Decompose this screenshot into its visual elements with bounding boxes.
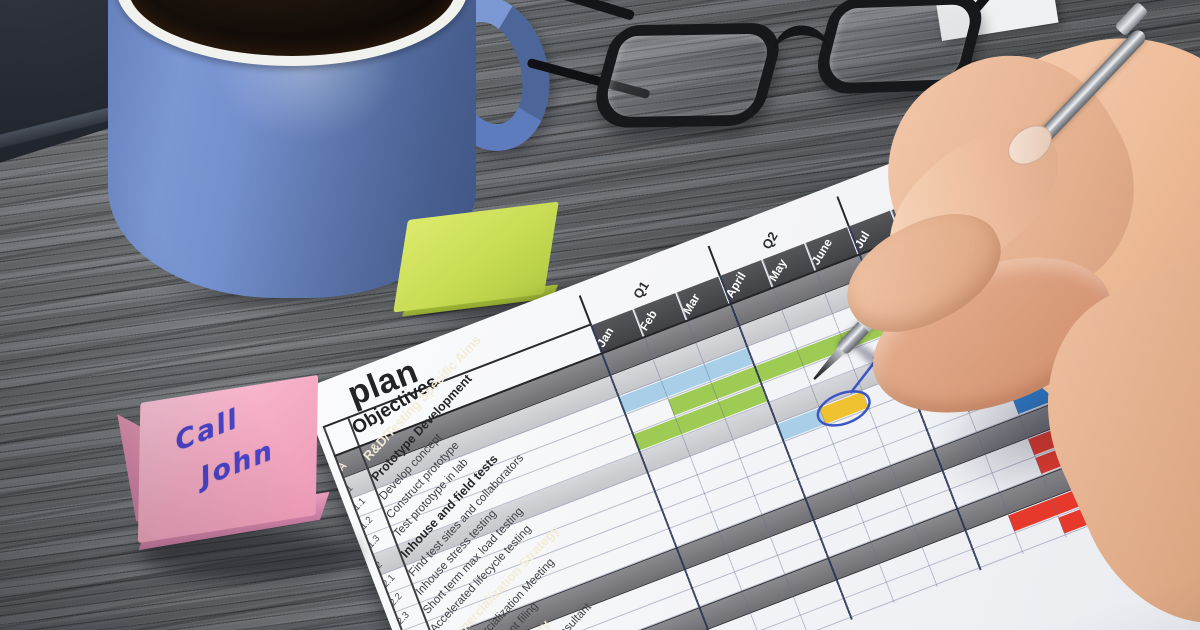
quarter-label: Q2 — [758, 229, 781, 252]
glasses-left-lens — [586, 22, 787, 129]
pink-sticky-pad: Call John — [137, 374, 319, 544]
glasses-bridge — [772, 24, 830, 55]
mug-rim — [116, 0, 468, 66]
quarter-label: Q1 — [630, 278, 652, 302]
glasses-left-temple — [517, 0, 636, 21]
